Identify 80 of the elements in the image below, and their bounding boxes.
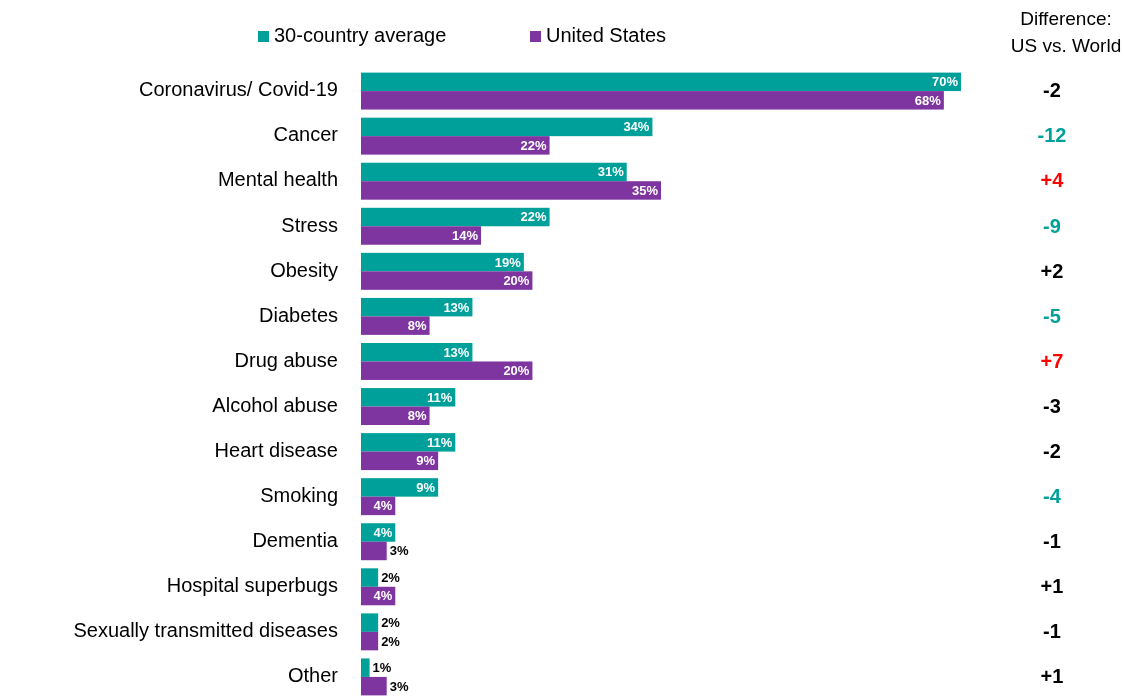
data-label: 4% <box>373 498 393 514</box>
bar <box>361 162 627 182</box>
y-tick-label: Alcohol abuse <box>212 393 338 416</box>
text: +4 <box>1040 169 1065 192</box>
data-label: 3% <box>389 678 409 694</box>
data-label: 13% <box>443 344 470 360</box>
data-label: 14% <box>451 227 479 243</box>
y-tick-label: Mental health <box>217 168 338 191</box>
text: -2 <box>1043 439 1061 462</box>
y-tick-label: Heart disease <box>214 438 338 461</box>
legend-label: United States <box>546 24 667 47</box>
data-label: 2% <box>381 615 401 631</box>
y-tick-label: Stress <box>281 213 338 236</box>
data-label: 22% <box>520 209 547 225</box>
text: +7 <box>1040 349 1064 372</box>
bar <box>361 117 653 137</box>
data-label: 19% <box>494 254 522 270</box>
data-label: 1% <box>372 660 392 676</box>
bar <box>361 541 387 561</box>
text: -2 <box>1043 79 1061 102</box>
bar <box>361 72 961 92</box>
legend-label: 30-country average <box>274 24 447 47</box>
data-label: 68% <box>914 92 942 108</box>
text: +1 <box>1040 575 1064 598</box>
y-tick-label: Diabetes <box>259 303 338 326</box>
y-tick-label: Cancer <box>273 123 339 146</box>
data-label: 22% <box>520 137 547 153</box>
data-label: 31% <box>597 164 625 180</box>
y-tick-label: Other <box>287 664 339 687</box>
text: +1 <box>1040 665 1064 688</box>
text: -9 <box>1043 214 1061 237</box>
bar <box>361 136 550 155</box>
bar <box>361 388 456 407</box>
bar <box>361 91 944 110</box>
data-label: 4% <box>373 524 393 540</box>
bar <box>361 631 379 651</box>
text: -12 <box>1037 124 1067 147</box>
bar <box>361 676 387 696</box>
data-label: 20% <box>503 273 530 289</box>
bar <box>361 478 439 497</box>
bar <box>361 613 379 632</box>
data-label: 4% <box>373 588 393 604</box>
y-tick-label: Dementia <box>252 529 339 552</box>
bar <box>361 271 533 290</box>
y-tick-label: Hospital superbugs <box>166 574 338 597</box>
bar <box>361 658 370 677</box>
data-label: 9% <box>416 479 436 495</box>
data-label: 9% <box>416 453 436 469</box>
text: -3 <box>1043 394 1061 417</box>
data-label: 8% <box>407 318 427 334</box>
data-label: 70% <box>931 74 959 90</box>
bar <box>361 252 524 272</box>
data-label: 8% <box>407 408 427 424</box>
text: Difference: US vs. World <box>1010 8 1122 56</box>
y-tick-label: Drug abuse <box>234 348 338 371</box>
text: -4 <box>1043 484 1062 507</box>
text: -1 <box>1043 530 1061 553</box>
text: -1 <box>1043 620 1061 643</box>
text: +2 <box>1040 259 1064 282</box>
bar <box>361 226 481 245</box>
y-tick-label: Coronavirus/ Covid-19 <box>139 78 338 101</box>
data-label: 35% <box>631 182 659 198</box>
y-tick-label: Smoking <box>260 483 338 506</box>
bar <box>361 433 456 452</box>
data-label: 3% <box>389 543 409 559</box>
data-label: 2% <box>381 633 401 649</box>
bar <box>361 316 430 335</box>
y-tick-label: Sexually transmitted diseases <box>73 619 338 642</box>
data-label: 11% <box>426 389 453 405</box>
data-label: 13% <box>443 299 470 315</box>
y-tick-label: Obesity <box>270 258 338 281</box>
bar <box>361 361 533 380</box>
bar <box>361 181 661 200</box>
data-label: 11% <box>426 434 453 450</box>
text: -5 <box>1043 304 1061 327</box>
bar <box>361 568 379 587</box>
data-label: 34% <box>623 119 650 135</box>
bar <box>361 207 550 227</box>
data-label: 20% <box>503 363 530 379</box>
data-label: 2% <box>381 569 401 585</box>
